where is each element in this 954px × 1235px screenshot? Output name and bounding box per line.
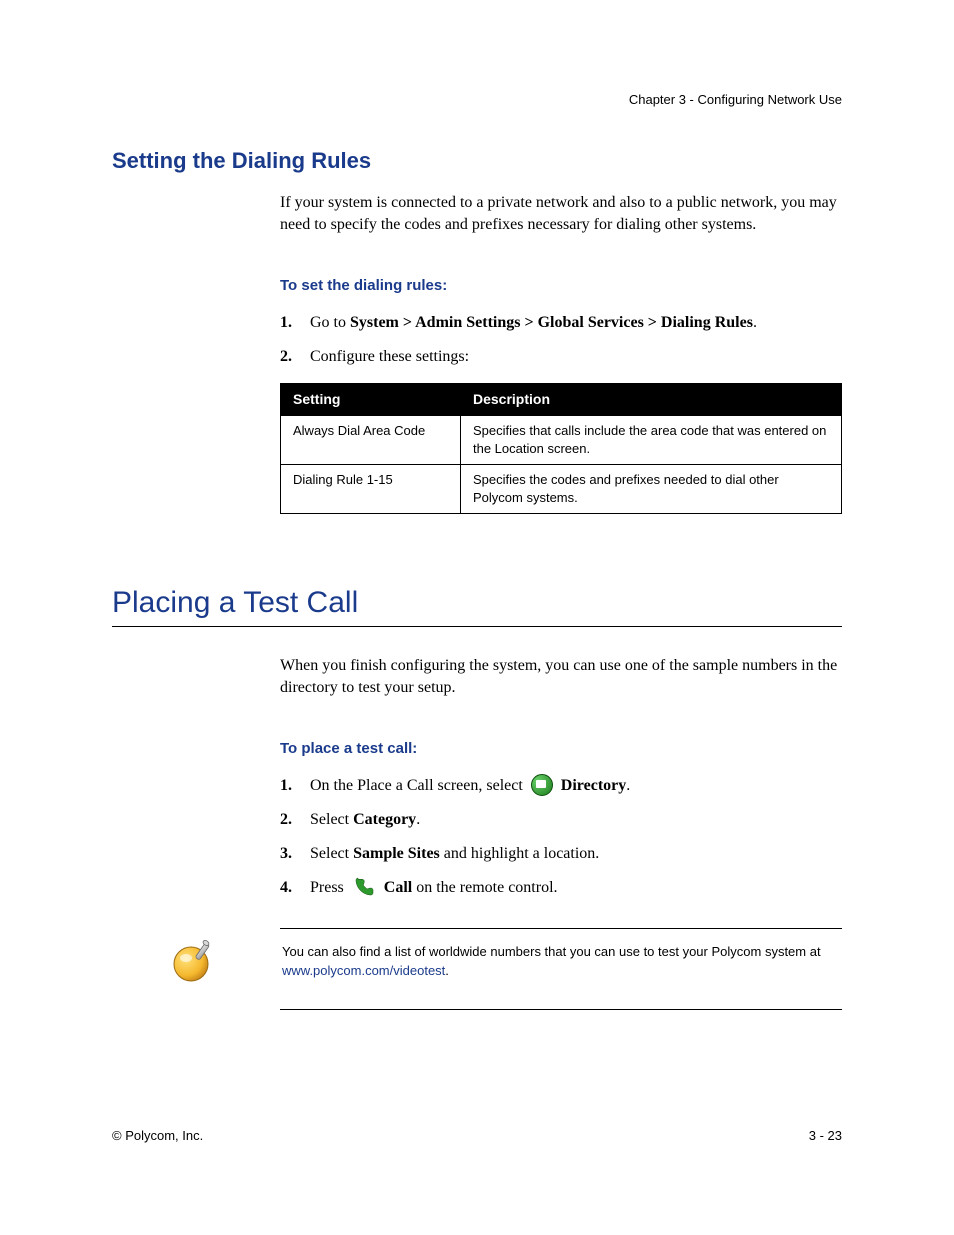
call-icon [352, 875, 376, 899]
step-text-post: . [416, 811, 420, 828]
step-text: Go to [310, 314, 350, 331]
table-header-row: Setting Description [281, 383, 842, 415]
th-description: Description [461, 383, 842, 415]
table-row: Always Dial Area Code Specifies that cal… [281, 416, 842, 465]
cell-setting: Dialing Rule 1-15 [281, 465, 461, 514]
section2-step-2: Select Category. [280, 808, 842, 832]
section2-leadin: To place a test call: [280, 739, 842, 760]
note-link[interactable]: www.polycom.com/videotest [282, 963, 445, 978]
section1-leadin: To set the dialing rules: [280, 276, 842, 297]
step-text: Select [310, 811, 353, 828]
sample-sites-label: Sample Sites [353, 845, 440, 862]
table-row: Dialing Rule 1-15 Specifies the codes an… [281, 465, 842, 514]
step-text-post: . [753, 314, 757, 331]
cell-description: Specifies the codes and prefixes needed … [461, 465, 842, 514]
heading-placing-test-call: Placing a Test Call [112, 586, 842, 627]
step-text-post: on the remote control. [412, 879, 557, 896]
section2-step-3: Select Sample Sites and highlight a loca… [280, 842, 842, 866]
section1-step-2: Configure these settings: [280, 345, 842, 369]
directory-label: Directory [557, 777, 626, 794]
section2-intro: When you finish configuring the system, … [280, 655, 842, 699]
th-setting: Setting [281, 383, 461, 415]
page-footer: © Polycom, Inc. 3 - 23 [112, 1128, 842, 1143]
directory-icon [531, 774, 553, 796]
call-label: Call [380, 879, 412, 896]
section2-body: When you finish configuring the system, … [280, 655, 842, 900]
breadcrumb-path: System > Admin Settings > Global Service… [350, 314, 753, 331]
note-line1-pre: You can also find a list of worldwide nu… [282, 944, 821, 959]
category-label: Category [353, 811, 416, 828]
section2-step-4: Press Call on the remote control. [280, 876, 842, 900]
running-header: Chapter 3 - Configuring Network Use [629, 92, 842, 107]
section1-step-1: Go to System > Admin Settings > Global S… [280, 311, 842, 335]
step-text-post: . [626, 777, 630, 794]
cell-description: Specifies that calls include the area co… [461, 416, 842, 465]
note-block: You can also find a list of worldwide nu… [280, 928, 842, 1010]
cell-setting: Always Dial Area Code [281, 416, 461, 465]
page: Chapter 3 - Configuring Network Use Sett… [0, 0, 954, 1235]
step-text-post: and highlight a location. [440, 845, 600, 862]
pushpin-icon [170, 939, 216, 985]
section2-steps: On the Place a Call screen, select Direc… [280, 774, 842, 900]
settings-table: Setting Description Always Dial Area Cod… [280, 383, 842, 514]
note-text: You can also find a list of worldwide nu… [280, 943, 842, 981]
heading-setting-dialing-rules: Setting the Dialing Rules [112, 148, 842, 174]
section2-step-1: On the Place a Call screen, select Direc… [280, 774, 842, 798]
step-text: On the Place a Call screen, select [310, 777, 527, 794]
section1-body: If your system is connected to a private… [280, 192, 842, 514]
footer-copyright: © Polycom, Inc. [112, 1128, 203, 1143]
step-text: Press [310, 879, 348, 896]
section1-intro: If your system is connected to a private… [280, 192, 842, 236]
note-line1-post: . [445, 963, 449, 978]
footer-page-number: 3 - 23 [809, 1128, 842, 1143]
step-text: Select [310, 845, 353, 862]
section1-steps: Go to System > Admin Settings > Global S… [280, 311, 842, 369]
